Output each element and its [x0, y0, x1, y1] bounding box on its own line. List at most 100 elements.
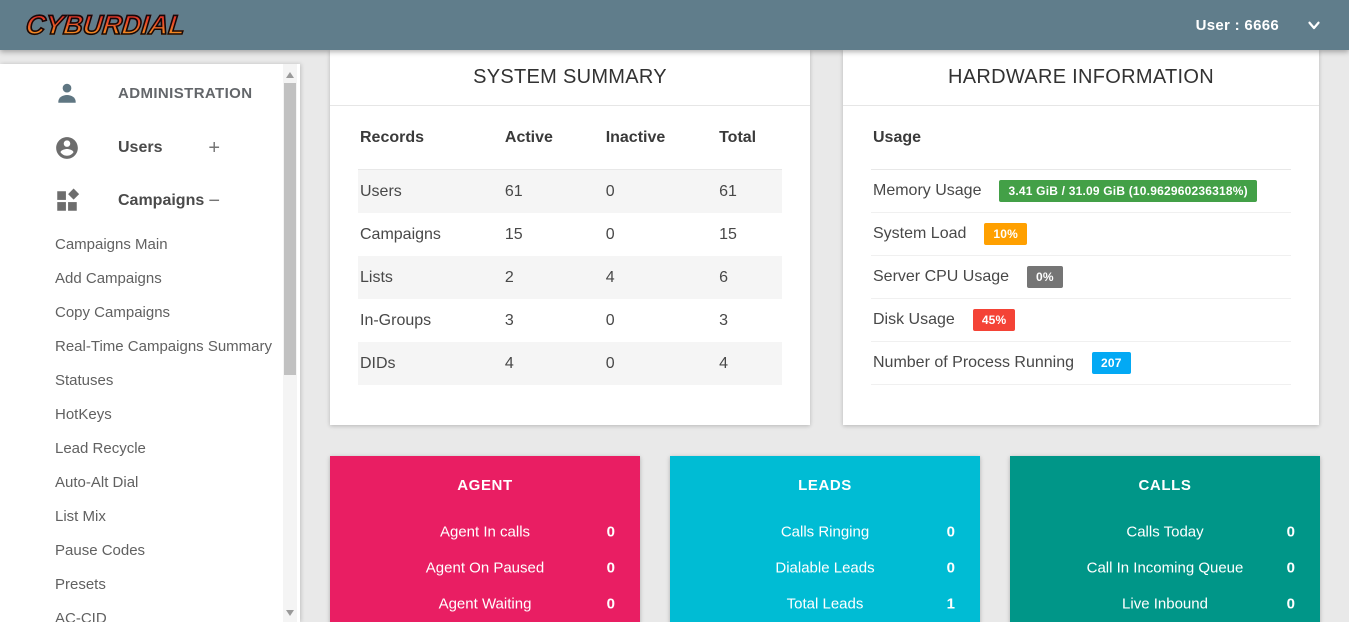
stat-value: 0: [1286, 559, 1295, 577]
cell-active: 2: [504, 268, 514, 286]
scroll-down-icon[interactable]: [286, 610, 294, 616]
cell-total: 4: [719, 354, 728, 372]
hw-row-system-load: System Load 10%: [871, 213, 1291, 256]
process-running-badge: 207: [1091, 352, 1131, 374]
stat-value: 1: [946, 595, 955, 613]
column-header-records: Records: [360, 128, 425, 146]
cell-record: Campaigns: [360, 225, 441, 243]
disk-usage-badge: 45%: [972, 309, 1016, 331]
cell-active: 4: [504, 354, 514, 372]
hardware-information-card: HARDWARE INFORMATION Usage Memory Usage …: [843, 50, 1319, 425]
stat-value: 0: [946, 559, 955, 577]
usage-section-header: Usage: [871, 106, 1291, 170]
stat-label: Total Leads: [786, 595, 864, 613]
sidebar-item-pause-codes[interactable]: Pause Codes: [55, 542, 146, 559]
table-row-campaigns: Campaigns 15 0 15: [358, 213, 782, 256]
user-menu[interactable]: User : 6666: [1196, 16, 1323, 34]
stat-label: Calls Today: [1126, 523, 1204, 541]
stat-value: 0: [606, 595, 615, 613]
sidebar-item-users[interactable]: Users +: [0, 133, 300, 163]
server-cpu-usage-badge: 0%: [1027, 266, 1063, 288]
chevron-down-icon[interactable]: [1305, 16, 1323, 34]
stat-row-agent-on-paused: Agent On Paused 0: [330, 550, 640, 586]
sidebar-item-add-campaigns[interactable]: Add Campaigns: [55, 270, 162, 287]
calls-stat-card: CALLS Calls Today 0 Call In Incoming Que…: [1010, 456, 1320, 622]
stat-value: 0: [606, 559, 615, 577]
table-row-lists: Lists 2 4 6: [358, 256, 782, 299]
stat-row-agent-in-calls: Agent In calls 0: [330, 514, 640, 550]
cell-active: 61: [504, 182, 523, 200]
stat-row-live-inbound: Live Inbound 0: [1010, 586, 1320, 622]
hw-label: System Load: [873, 225, 967, 242]
stat-row-total-leads: Total Leads 1: [670, 586, 980, 622]
stat-row-agent-waiting: Agent Waiting 0: [330, 586, 640, 622]
collapse-minus-icon[interactable]: −: [208, 190, 220, 212]
scroll-up-icon[interactable]: [286, 72, 294, 78]
sidebar-section-label: ADMINISTRATION: [118, 84, 253, 102]
stat-label: Call In Incoming Queue: [1086, 559, 1244, 577]
sidebar-item-statuses[interactable]: Statuses: [55, 372, 114, 389]
stat-label: Agent On Paused: [425, 559, 545, 577]
hw-label: Memory Usage: [873, 182, 982, 199]
system-summary-card: SYSTEM SUMMARY Records Active Inactive T…: [330, 50, 810, 425]
sidebar-item-label: Campaigns: [118, 192, 205, 209]
stat-value: 0: [1286, 523, 1295, 541]
account-circle-icon: [56, 137, 78, 159]
stat-row-calls-today: Calls Today 0: [1010, 514, 1320, 550]
stat-value: 0: [1286, 595, 1295, 613]
stat-value: 0: [946, 523, 955, 541]
topbar: CYBURDIAL User : 6666: [0, 0, 1349, 50]
cell-inactive: 0: [605, 354, 615, 372]
app-logo: CYBURDIAL: [24, 9, 188, 41]
sidebar-item-auto-alt-dial[interactable]: Auto-Alt Dial: [55, 474, 139, 491]
hw-label: Number of Process Running: [873, 354, 1074, 371]
cell-record: Users: [360, 182, 402, 200]
sidebar: ADMINISTRATION Users + Campaigns − Campa…: [0, 64, 300, 622]
cell-inactive: 4: [605, 268, 615, 286]
sidebar-scrollbar[interactable]: [283, 64, 297, 622]
cell-record: In-Groups: [360, 311, 432, 329]
hw-row-process-running: Number of Process Running 207: [871, 342, 1291, 385]
calls-card-title: CALLS: [1138, 476, 1192, 494]
scrollbar-thumb[interactable]: [284, 83, 296, 375]
sidebar-item-list-mix[interactable]: List Mix: [55, 508, 106, 525]
sidebar-item-lead-recycle[interactable]: Lead Recycle: [55, 440, 146, 457]
hw-row-disk-usage: Disk Usage 45%: [871, 299, 1291, 342]
hw-row-server-cpu-usage: Server CPU Usage 0%: [871, 256, 1291, 299]
sidebar-item-campaigns-main[interactable]: Campaigns Main: [55, 236, 168, 253]
agent-stat-card: AGENT Agent In calls 0 Agent On Paused 0…: [330, 456, 640, 622]
stat-value: 0: [606, 523, 615, 541]
sidebar-item-ac-cid[interactable]: AC-CID: [55, 610, 107, 622]
cell-record: Lists: [360, 268, 393, 286]
expand-plus-icon[interactable]: +: [208, 137, 220, 159]
hw-label: Disk Usage: [873, 311, 955, 328]
cell-inactive: 0: [605, 182, 615, 200]
summary-table-header: Records Active Inactive Total: [358, 106, 782, 170]
person-icon: [58, 83, 76, 103]
sidebar-item-copy-campaigns[interactable]: Copy Campaigns: [55, 304, 171, 321]
cell-inactive: 0: [605, 225, 615, 243]
sidebar-item-presets[interactable]: Presets: [55, 576, 106, 593]
stat-row-call-in-incoming-queue: Call In Incoming Queue 0: [1010, 550, 1320, 586]
stat-label: Calls Ringing: [780, 523, 870, 541]
leads-card-title: LEADS: [798, 476, 852, 494]
table-row-dids: DIDs 4 0 4: [358, 342, 782, 385]
sidebar-item-realtime-campaigns-summary[interactable]: Real-Time Campaigns Summary: [55, 338, 273, 355]
cell-total: 6: [719, 268, 728, 286]
hw-label: Server CPU Usage: [873, 268, 1010, 285]
sidebar-item-label: Users: [118, 139, 163, 156]
stat-label: Live Inbound: [1122, 595, 1208, 613]
stat-row-calls-ringing: Calls Ringing 0: [670, 514, 980, 550]
table-row-ingroups: In-Groups 3 0 3: [358, 299, 782, 342]
user-label: User : 6666: [1195, 16, 1279, 34]
cell-total: 61: [719, 182, 737, 200]
sidebar-item-hotkeys[interactable]: HotKeys: [55, 406, 112, 423]
table-row-users: Users 61 0 61: [358, 170, 782, 213]
column-header-total: Total: [719, 128, 757, 146]
stat-label: Agent Waiting: [438, 595, 532, 613]
sidebar-item-campaigns[interactable]: Campaigns −: [0, 186, 300, 216]
cell-active: 3: [504, 311, 514, 329]
cell-active: 15: [504, 225, 523, 243]
stat-row-dialable-leads: Dialable Leads 0: [670, 550, 980, 586]
leads-stat-card: LEADS Calls Ringing 0 Dialable Leads 0 T…: [670, 456, 980, 622]
